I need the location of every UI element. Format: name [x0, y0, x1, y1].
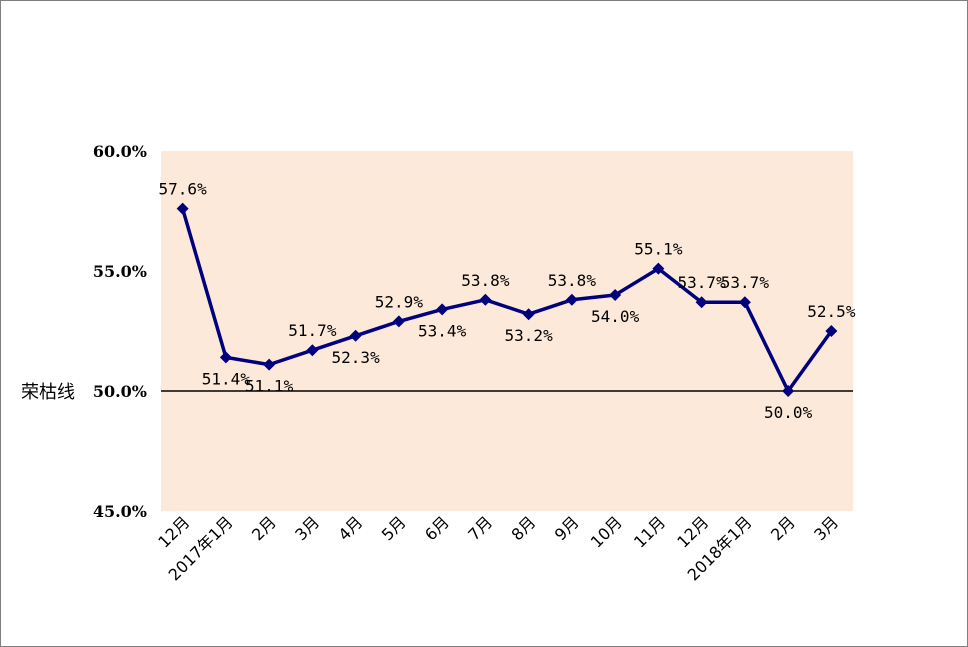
data-point-marker — [479, 293, 492, 306]
x-tick-label: 3月 — [810, 512, 842, 544]
reference-line-label: 荣枯线 — [21, 382, 75, 403]
x-tick-label: 2月 — [248, 512, 280, 544]
x-tick-label: 8月 — [508, 512, 540, 544]
x-tick-label: 3月 — [291, 512, 323, 544]
x-tick-label: 12月 — [154, 512, 193, 551]
data-label: 57.6% — [159, 180, 208, 199]
data-point-marker — [392, 315, 405, 328]
data-label: 52.3% — [332, 348, 381, 367]
data-label: 53.2% — [505, 326, 554, 345]
data-label: 52.9% — [375, 292, 424, 311]
y-axis-ticks: 45.0% 50.0% 55.0% 60.0% — [93, 142, 147, 521]
data-point-marker — [349, 329, 362, 342]
y-tick-label: 55.0% — [93, 262, 147, 281]
data-point-marker — [522, 308, 535, 321]
data-point-marker — [306, 344, 319, 357]
x-tick-label: 11月 — [630, 512, 669, 551]
series-line — [180, 208, 833, 393]
y-tick-label: 45.0% — [93, 502, 147, 521]
data-label: 53.7% — [678, 273, 727, 292]
data-label: 52.5% — [807, 302, 856, 321]
x-tick-label: 7月 — [464, 512, 496, 544]
data-point-marker — [825, 325, 838, 337]
data-label: 53.7% — [721, 273, 770, 292]
series-markers — [176, 202, 838, 397]
y-tick-label: 60.0% — [93, 142, 147, 161]
data-point-marker — [565, 293, 578, 306]
x-tick-label: 4月 — [335, 512, 367, 544]
x-tick-label: 9月 — [551, 512, 583, 544]
data-label: 53.8% — [548, 271, 597, 290]
data-point-marker — [738, 296, 751, 309]
data-label: 53.8% — [461, 271, 510, 290]
data-label: 54.0% — [591, 307, 640, 326]
data-label: 51.1% — [245, 377, 294, 396]
x-tick-label: 2月 — [767, 512, 799, 544]
data-point-marker — [695, 296, 708, 309]
data-point-marker — [782, 385, 795, 397]
data-point-marker — [176, 202, 189, 215]
data-label: 53.4% — [418, 321, 467, 340]
data-label: 50.0% — [764, 403, 813, 422]
data-label: 55.1% — [634, 240, 683, 259]
x-tick-label: 5月 — [378, 512, 410, 544]
data-labels: 57.6% 51.4%51.1% 51.7% 52.3% 52.9% 53.4% 53.8%… — [159, 180, 856, 422]
y-tick-label: 50.0% — [93, 382, 147, 401]
x-tick-label: 6月 — [421, 512, 453, 544]
x-tick-label: 12月 — [673, 512, 712, 551]
data-point-marker — [219, 351, 232, 364]
data-point-marker — [609, 289, 622, 301]
x-tick-label: 10月 — [587, 512, 626, 551]
data-point-marker — [652, 262, 665, 275]
data-label: 51.4% — [202, 369, 251, 388]
data-label: 51.7% — [288, 321, 337, 340]
plot-area — [161, 151, 853, 511]
data-point-marker — [263, 358, 276, 371]
data-point-marker — [436, 303, 449, 316]
